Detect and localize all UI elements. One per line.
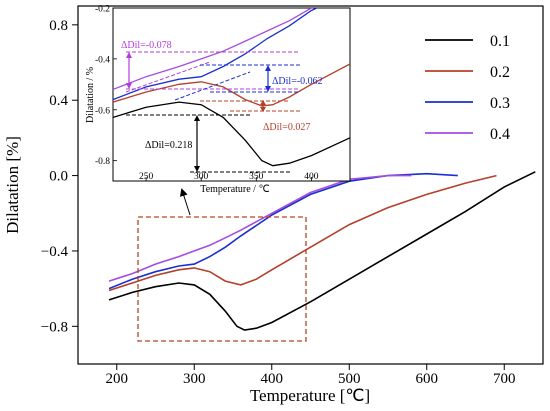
arrow-blue-head-up: [265, 65, 271, 71]
inset-x-tick-label-250: 250: [139, 172, 154, 182]
arrow-red-head-up: [260, 100, 266, 105]
guide-blue-tangent: [174, 71, 251, 101]
x-tick-label-700: 700: [493, 371, 516, 387]
inset-guides: [125, 51, 300, 173]
annotation-dil-red: ΔDil=0.027: [263, 122, 310, 133]
annotation-dil-black: ΔDil=0.218: [145, 140, 192, 151]
legend-label-0-4: 0.4: [490, 126, 510, 143]
inset-y-axis-label: Dilatation / %: [85, 67, 96, 123]
inset-series-line-0-2: [113, 63, 350, 107]
guide-purple-tangent: [125, 61, 211, 93]
inset-x-tick-label-300: 300: [194, 172, 209, 182]
x-tick-label-600: 600: [416, 371, 439, 387]
legend-label-0-3: 0.3: [490, 95, 510, 112]
inset-arrows: [126, 52, 271, 172]
inset-y-tick-label--0-2: -0.2: [95, 5, 110, 15]
x-tick-label-400: 400: [261, 371, 284, 387]
inset-x-axis-label: Temperature / ℃: [200, 184, 269, 195]
arrow-blue-head-down: [265, 86, 271, 92]
y-tick-label-0-4: 0.4: [49, 93, 68, 109]
inset-series-line-0-3: [113, 8, 319, 101]
y-tick-label--0-8: −0.8: [41, 319, 68, 335]
zoom-arrow: [180, 188, 191, 216]
y-tick-label-0-8: 0.8: [49, 18, 68, 34]
inset-series-line-0-1: [113, 101, 350, 167]
arrow-red-head-down: [260, 107, 266, 112]
inset-y-tick-label--0-4: -0.4: [95, 55, 110, 65]
series-line-0-1: [108, 171, 536, 331]
inset-x-tick-label-400: 400: [304, 172, 319, 182]
zoom-box: [137, 216, 307, 342]
legend-label-0-1: 0.1: [490, 33, 510, 50]
inset-series-line-0-4: [113, 8, 314, 91]
inset-plot: 250 300 350 400 -0.8 -0.6 -0.4 -0.2: [85, 5, 351, 195]
annotation-dil-purple: ΔDil=-0.078: [121, 40, 172, 51]
main-ticks: 200 300 400 500 600 700 −0.8 −0.4 0.0 0.4 0.8: [41, 18, 516, 387]
y-tick-label--0-4: −0.4: [41, 244, 69, 260]
arrow-black-head-up: [194, 115, 200, 121]
y-axis-label: Dilatation [%]: [3, 136, 22, 234]
arrow-purple-head-up: [126, 52, 132, 58]
series-line-0-2: [108, 174, 497, 292]
inset-y-tick-label--0-8: -0.8: [95, 157, 110, 167]
main-lines: [108, 171, 536, 331]
inset-ticks: 250 300 350 400 -0.8 -0.6 -0.4 -0.2: [95, 5, 319, 183]
arrow-purple-head-down: [126, 83, 132, 89]
legend: 0.1 0.2 0.3 0.4: [425, 33, 510, 143]
main-plot: 200 300 400 500 600 700 −0.8 −0.4 0.0 0.4 0.8 Temp…: [3, 5, 544, 405]
legend-label-0-2: 0.2: [490, 64, 510, 81]
main-plot-frame: [77, 5, 544, 365]
x-axis-label: Temperature [℃]: [250, 386, 370, 405]
inset-lines: [113, 8, 350, 167]
series-line-0-3: [108, 172, 458, 290]
inset-background: [112, 7, 351, 182]
inset-x-tick-label-350: 350: [249, 172, 264, 182]
annotation-dil-blue: ΔDil=-0.062: [272, 76, 323, 87]
y-tick-label-0: 0.0: [49, 169, 68, 185]
x-tick-label-300: 300: [183, 371, 206, 387]
x-tick-label-500: 500: [338, 371, 361, 387]
inset-y-tick-label--0-6: -0.6: [95, 106, 110, 116]
arrow-black-head-down: [194, 166, 200, 172]
x-tick-label-200: 200: [106, 371, 129, 387]
